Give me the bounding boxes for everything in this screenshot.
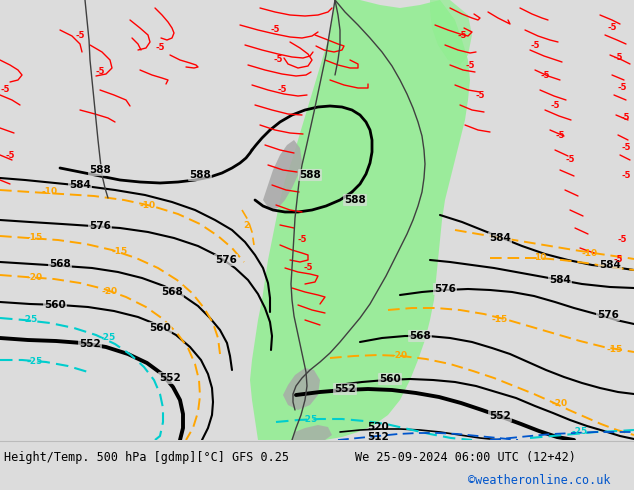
Text: 560: 560 <box>44 300 66 310</box>
Text: -20: -20 <box>102 288 118 296</box>
Text: 560: 560 <box>149 323 171 333</box>
Text: -5: -5 <box>530 41 540 49</box>
Text: -5: -5 <box>277 85 287 95</box>
Text: -25: -25 <box>302 415 318 423</box>
Text: -5: -5 <box>303 264 313 272</box>
Text: 588: 588 <box>344 195 366 205</box>
Text: 568: 568 <box>409 331 431 341</box>
Text: -5: -5 <box>613 255 623 265</box>
Text: -15: -15 <box>112 247 128 256</box>
Text: -5: -5 <box>457 30 467 40</box>
Text: 576: 576 <box>89 221 111 231</box>
Text: 512: 512 <box>367 432 389 442</box>
Text: 584: 584 <box>549 275 571 285</box>
Text: -5: -5 <box>607 24 617 32</box>
Text: 576: 576 <box>215 255 237 265</box>
Text: -5: -5 <box>95 68 105 76</box>
Text: -5: -5 <box>5 150 15 160</box>
Text: -5: -5 <box>297 236 307 245</box>
Text: 584: 584 <box>599 260 621 270</box>
Text: -15: -15 <box>607 344 623 353</box>
Text: -5: -5 <box>618 236 627 245</box>
Text: -5: -5 <box>270 25 280 34</box>
Text: 576: 576 <box>597 310 619 320</box>
Text: Height/Temp. 500 hPa [gdmp][°C] GFS 0.25: Height/Temp. 500 hPa [gdmp][°C] GFS 0.25 <box>4 450 289 464</box>
Text: -10: -10 <box>42 188 58 196</box>
Text: ©weatheronline.co.uk: ©weatheronline.co.uk <box>468 473 611 487</box>
Text: 584: 584 <box>69 180 91 190</box>
Text: -5: -5 <box>621 171 631 179</box>
Text: 588: 588 <box>299 170 321 180</box>
Text: 520: 520 <box>367 422 389 432</box>
Text: 560: 560 <box>379 374 401 384</box>
Text: -20: -20 <box>552 398 568 408</box>
Text: -10: -10 <box>582 249 598 259</box>
Text: 552: 552 <box>489 411 511 421</box>
Text: 588: 588 <box>89 165 111 175</box>
Text: -5: -5 <box>618 83 627 93</box>
Text: 552: 552 <box>159 373 181 383</box>
Text: -25: -25 <box>22 316 38 324</box>
Text: -5: -5 <box>273 55 283 65</box>
Text: 552: 552 <box>334 384 356 394</box>
Text: -5: -5 <box>613 53 623 63</box>
Text: 10: 10 <box>534 252 546 262</box>
Text: 588: 588 <box>189 170 211 180</box>
Text: -15: -15 <box>492 316 508 324</box>
Text: -5: -5 <box>476 91 485 99</box>
Text: -25: -25 <box>572 427 588 437</box>
Text: 2: 2 <box>243 220 249 229</box>
Text: -25: -25 <box>27 358 43 367</box>
Text: 576: 576 <box>434 284 456 294</box>
Text: -5: -5 <box>75 30 85 40</box>
Text: -20: -20 <box>27 273 43 283</box>
Text: -5: -5 <box>465 60 475 70</box>
Text: -5: -5 <box>566 155 575 165</box>
Text: 584: 584 <box>489 233 511 243</box>
Text: 568: 568 <box>161 287 183 297</box>
Text: -10: -10 <box>140 200 156 210</box>
Text: 552: 552 <box>79 339 101 349</box>
Text: -25: -25 <box>100 333 116 342</box>
Text: We 25-09-2024 06:00 UTC (12+42): We 25-09-2024 06:00 UTC (12+42) <box>355 450 576 464</box>
Text: -5: -5 <box>155 44 165 52</box>
Text: -5: -5 <box>0 85 10 95</box>
Text: 568: 568 <box>49 259 71 269</box>
Text: -15: -15 <box>27 234 43 243</box>
Text: -20: -20 <box>392 351 408 361</box>
Text: -5: -5 <box>550 100 560 109</box>
Text: -5: -5 <box>555 130 565 140</box>
Text: -5: -5 <box>620 114 630 122</box>
Text: -5: -5 <box>621 144 631 152</box>
Text: -5: -5 <box>540 71 550 79</box>
